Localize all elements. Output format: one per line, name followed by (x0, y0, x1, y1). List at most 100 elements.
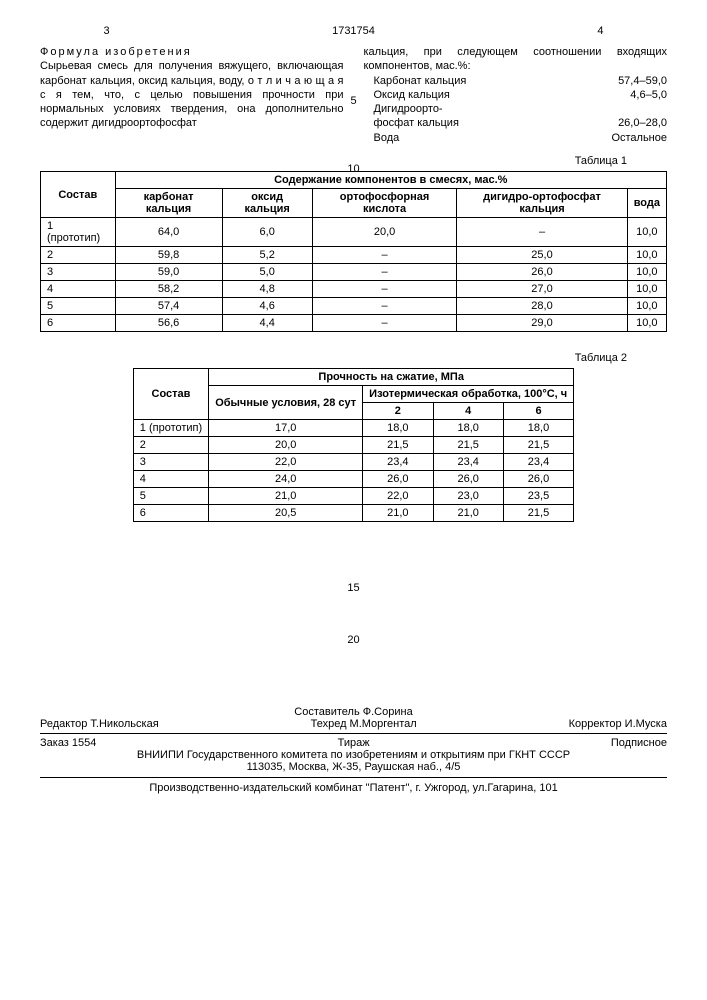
table2-cell: 26,0 (503, 471, 573, 488)
table1-cell: 56,6 (115, 315, 222, 332)
compiler-line: Составитель Ф.Сорина (40, 706, 667, 718)
table1-cell: 64,0 (115, 218, 222, 247)
table1: Состав Содержание компонентов в смесях, … (40, 171, 667, 332)
table1-cell: 59,0 (115, 264, 222, 281)
table2-cell: 21,0 (209, 488, 363, 505)
t1-col4: вода (627, 189, 666, 218)
table2-cell: 18,0 (363, 420, 433, 437)
table1-row: 458,24,8–27,010,0 (41, 281, 667, 298)
ratio-4: ВодаОстальное (374, 131, 668, 145)
table2-cell: 22,0 (363, 488, 433, 505)
table2-cell: 3 (133, 454, 208, 471)
order: Заказ 1554 (40, 737, 96, 749)
table2-row: 620,521,021,021,5 (133, 505, 573, 522)
line-marker-10: 10 (344, 163, 364, 175)
table2-cell: 21,5 (503, 505, 573, 522)
table2-cell: 20,5 (209, 505, 363, 522)
body-columns: 5 10 Формула изобретения Сырьевая смесь … (40, 45, 667, 145)
table1-label: Таблица 1 (40, 155, 627, 167)
t2-h-normal: Обычные условия, 28 сут (209, 386, 363, 420)
table2-cell: 4 (133, 471, 208, 488)
t1-col1: оксид кальция (222, 189, 312, 218)
table1-cell: 26,0 (457, 264, 627, 281)
ratio-0: Карбонат кальция57,4–59,0 (374, 74, 668, 88)
table1-cell: – (312, 298, 457, 315)
table1-cell: – (457, 218, 627, 247)
table2-row: 1 (прототип)17,018,018,018,0 (133, 420, 573, 437)
left-page-num: 3 (104, 25, 110, 37)
t2-sub1: 4 (433, 403, 503, 420)
tehred: Техред М.Моргентал (311, 718, 417, 730)
left-text: Сырьевая смесь для получения вяжущего, в… (40, 60, 344, 129)
table2-cell: 23,4 (363, 454, 433, 471)
table2-cell: 17,0 (209, 420, 363, 437)
formula-title: Формула изобретения (40, 46, 192, 58)
table1-row: 359,05,0–26,010,0 (41, 264, 667, 281)
org-line: ВНИИПИ Государственного комитета по изоб… (40, 749, 667, 761)
addr-line: 113035, Москва, Ж-35, Раушская наб., 4/5 (40, 761, 667, 773)
table1-cell: 59,8 (115, 247, 222, 264)
t2-h-sostav: Состав (133, 369, 208, 420)
table2-row: 521,022,023,023,5 (133, 488, 573, 505)
left-column: Формула изобретения Сырьевая смесь для п… (40, 45, 344, 145)
corrector: Корректор И.Муска (569, 718, 667, 730)
table1-cell: 6 (41, 315, 116, 332)
table1-cell: – (312, 281, 457, 298)
table1-cell: 58,2 (115, 281, 222, 298)
table1-row: 557,44,6–28,010,0 (41, 298, 667, 315)
table2-cell: 1 (прототип) (133, 420, 208, 437)
line-marker-20: 20 (40, 634, 667, 646)
table2-cell: 21,5 (433, 437, 503, 454)
editor: Редактор Т.Никольская (40, 718, 159, 730)
table1-cell: 4 (41, 281, 116, 298)
table2-cell: 5 (133, 488, 208, 505)
t1-h-sostav: Состав (41, 172, 116, 218)
subscription: Подписное (611, 737, 667, 749)
table2-cell: 23,0 (433, 488, 503, 505)
line-marker-5: 5 (344, 95, 364, 107)
footer-rule (40, 777, 667, 778)
table1-cell: 1 (прототип) (41, 218, 116, 247)
table2-row: 424,026,026,026,0 (133, 471, 573, 488)
table2-cell: 21,5 (363, 437, 433, 454)
table1-cell: – (312, 264, 457, 281)
t1-col0: карбонат кальция (115, 189, 222, 218)
table2-cell: 24,0 (209, 471, 363, 488)
t2-h-strength: Прочность на сжатие, МПа (209, 369, 574, 386)
footer: Составитель Ф.Сорина Редактор Т.Никольск… (40, 706, 667, 794)
table2-cell: 21,0 (433, 505, 503, 522)
table1-cell: 10,0 (627, 315, 666, 332)
table1-cell: 4,4 (222, 315, 312, 332)
table2-cell: 18,0 (503, 420, 573, 437)
table2-cell: 2 (133, 437, 208, 454)
table2-cell: 23,4 (433, 454, 503, 471)
page-header: 3 1731754 4 (104, 25, 604, 37)
table2-cell: 21,0 (363, 505, 433, 522)
table1-cell: 57,4 (115, 298, 222, 315)
table2-cell: 6 (133, 505, 208, 522)
table1-cell: 29,0 (457, 315, 627, 332)
table1-cell: 25,0 (457, 247, 627, 264)
ratio-2: Дигидроорто- (374, 102, 668, 116)
table1-row: 1 (прототип)64,06,020,0–10,0 (41, 218, 667, 247)
table2-row: 322,023,423,423,4 (133, 454, 573, 471)
table2-row: 220,021,521,521,5 (133, 437, 573, 454)
table1-cell: 10,0 (627, 247, 666, 264)
table2-cell: 23,5 (503, 488, 573, 505)
table1-cell: 10,0 (627, 264, 666, 281)
table1-row: 259,85,2–25,010,0 (41, 247, 667, 264)
table1-cell: 10,0 (627, 218, 666, 247)
table1-cell: – (312, 247, 457, 264)
table2: Состав Прочность на сжатие, МПа Обычные … (133, 368, 574, 522)
table1-cell: 3 (41, 264, 116, 281)
table1-cell: – (312, 315, 457, 332)
t2-sub2: 6 (503, 403, 573, 420)
doc-number: 1731754 (332, 25, 375, 37)
right-page-num: 4 (597, 25, 603, 37)
table2-cell: 23,4 (503, 454, 573, 471)
ratio-1: Оксид кальция4,6–5,0 (374, 88, 668, 102)
print-line: Производственно-издательский комбинат "П… (40, 782, 667, 794)
table1-cell: 27,0 (457, 281, 627, 298)
t2-sub0: 2 (363, 403, 433, 420)
table1-cell: 2 (41, 247, 116, 264)
